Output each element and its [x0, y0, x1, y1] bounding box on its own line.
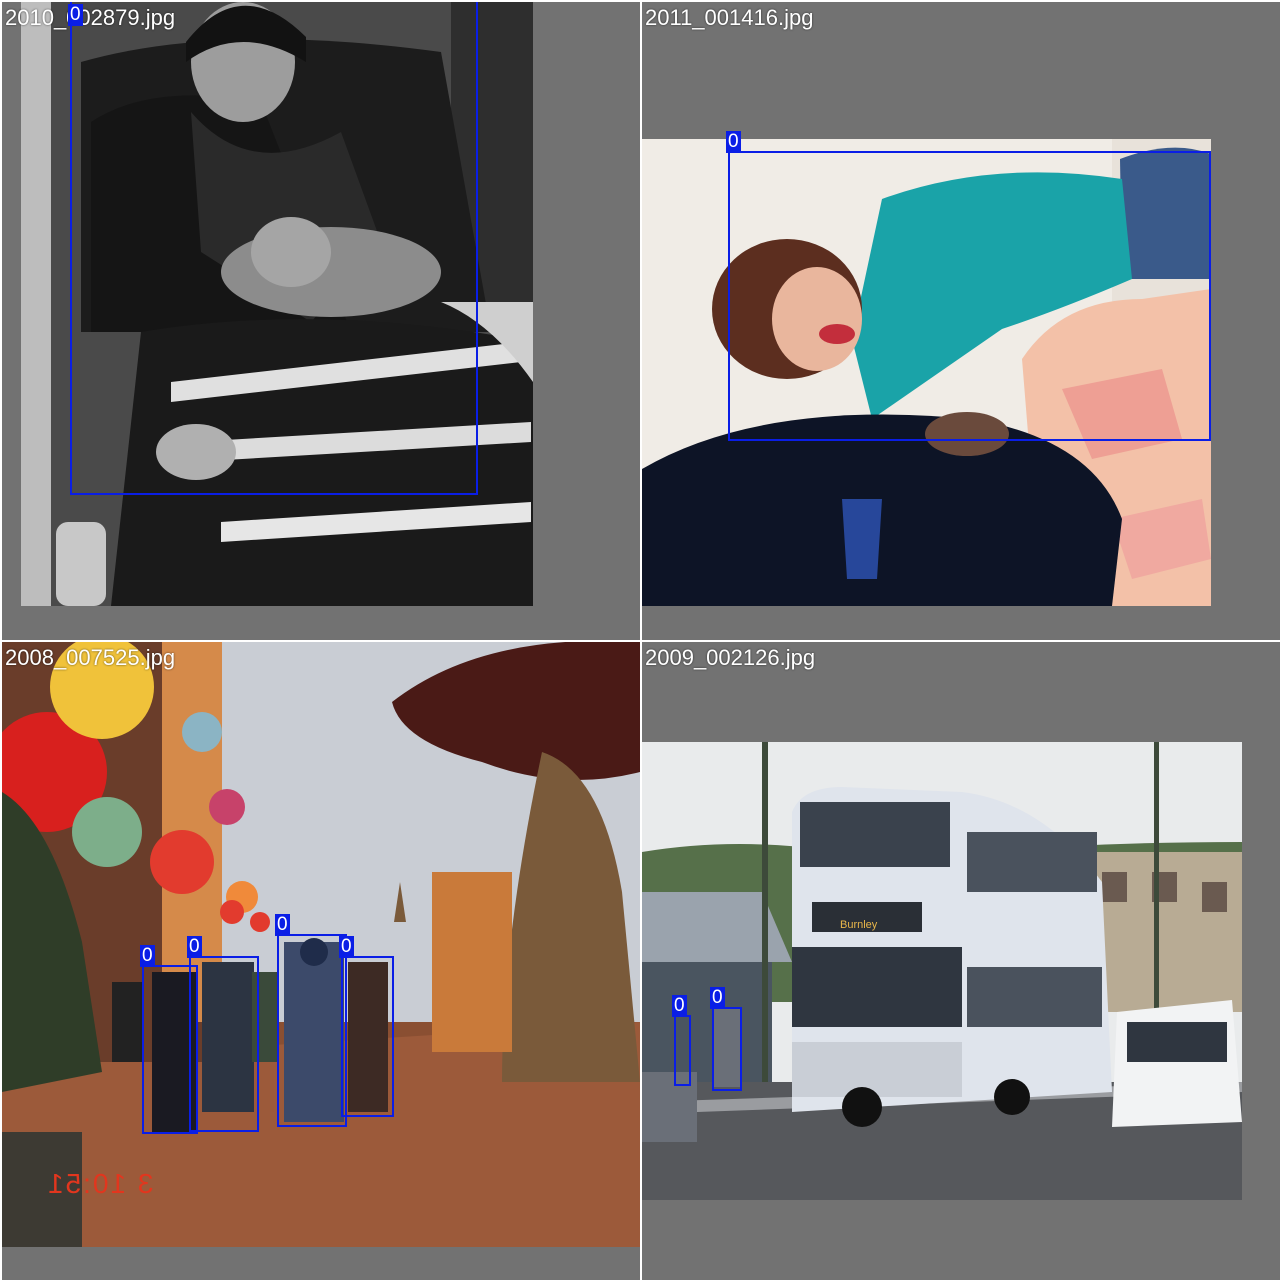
detection-box — [712, 1007, 742, 1091]
mosaic-tile: 2008_007525.jpg 3 10:51 0 0 0 0 — [2, 642, 640, 1280]
detection-label: 0 — [339, 936, 354, 958]
detection-box — [189, 956, 259, 1132]
detection-box — [674, 1015, 691, 1086]
detection-label: 0 — [726, 131, 741, 153]
photo-people-walking-on-street — [2, 642, 640, 1247]
image-filename: 2008_007525.jpg — [5, 645, 176, 670]
image-filename: 2009_002126.jpg — [645, 645, 816, 670]
photo-woman-with-dog — [21, 2, 533, 606]
photo-woman-lying-in-bed — [642, 139, 1211, 606]
detection-box — [728, 151, 1211, 441]
detection-box — [341, 956, 394, 1117]
mosaic-tile: 2011_001416.jpg 0 — [642, 2, 1280, 640]
photo-double-decker-bus — [642, 742, 1242, 1200]
detection-label: 0 — [710, 987, 725, 1009]
image-filename: 2010_002879.jpg — [5, 5, 176, 30]
detection-box — [70, 2, 478, 495]
detection-label: 0 — [275, 914, 290, 936]
bus-destination-sign: Burnley — [840, 919, 878, 931]
photo-date-stamp: 3 10:51 — [46, 1168, 154, 1199]
detection-label: 0 — [672, 995, 687, 1017]
mosaic-tile: 2009_002126.jpg Burnley 0 0 — [642, 642, 1280, 1280]
image-filename: 2011_001416.jpg — [645, 5, 814, 30]
detection-label: 0 — [68, 4, 83, 26]
detection-box — [277, 934, 347, 1127]
mosaic-tile: 2010_002879.jpg 0 — [2, 2, 640, 640]
detection-label: 0 — [187, 936, 202, 958]
detection-label: 0 — [140, 945, 155, 967]
detection-box — [142, 965, 198, 1134]
